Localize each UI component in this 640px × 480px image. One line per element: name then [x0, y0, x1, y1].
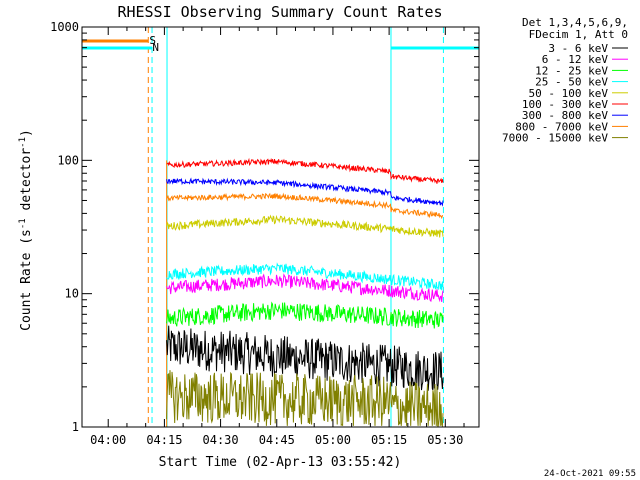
legend-label-5: 50 - 100 keV — [529, 87, 609, 100]
plot-frame — [81, 26, 480, 428]
y-tick-label-1: 10 — [65, 287, 79, 301]
legend: Det 1,3,4,5,6,9, FDecim 1, Att 0 3 - 6 k… — [502, 16, 628, 145]
legend-label-4: 25 - 50 keV — [535, 76, 608, 89]
x-tick-label-3: 04:45 — [259, 433, 295, 447]
y-axis: 1 10 100 1000 — [50, 20, 479, 434]
x-axis-label: Start Time (02-Apr-13 03:55:42) — [159, 455, 402, 470]
series-line-5 — [166, 214, 444, 238]
series-line-8 — [166, 192, 444, 220]
series-line-2 — [166, 273, 444, 303]
y-axis-label-end: ) — [19, 129, 34, 137]
legend-label-8: 800 - 7000 keV — [515, 120, 608, 133]
y-axis-label-mid: detector — [19, 148, 34, 219]
series-line-4 — [166, 262, 444, 291]
y-axis-label-main: Count Rate (s — [19, 229, 34, 331]
series-line-3 — [166, 301, 444, 329]
legend-label-3: 12 - 25 keV — [535, 64, 608, 77]
x-tick-label-1: 04:15 — [146, 433, 182, 447]
x-tick-label-4: 05:00 — [315, 433, 351, 447]
x-tick-label-0: 04:00 — [90, 433, 126, 447]
y-tick-label-3: 1000 — [50, 20, 79, 34]
y-axis-label-sup2: -1 — [18, 137, 28, 148]
plot-area: SN — [81, 27, 479, 428]
legend-header-line-2: FDecim 1, Att 0 — [529, 28, 628, 41]
legend-label-9: 7000 - 15000 keV — [502, 132, 608, 145]
chart-title: RHESSI Observing Summary Count Rates — [117, 3, 442, 21]
x-tick-label-2: 04:30 — [203, 433, 239, 447]
y-tick-label-2: 100 — [57, 153, 79, 167]
legend-label-1: 3 - 6 keV — [548, 42, 608, 55]
legend-label-2: 6 - 12 keV — [542, 53, 609, 66]
generation-timestamp: 24-Oct-2021 09:55 — [544, 469, 636, 479]
series-line-6 — [166, 157, 444, 184]
x-tick-label-6: 05:30 — [427, 433, 463, 447]
y-axis-label-sup1: -1 — [18, 218, 28, 229]
y-axis-label: Count Rate (s-1 detector-1) — [18, 129, 34, 331]
series-line-9 — [166, 370, 444, 428]
series-line-7 — [166, 177, 444, 207]
svg-text:Count Rate (s-1 detector-1): Count Rate (s-1 detector-1) — [18, 129, 34, 331]
y-tick-label-0: 1 — [72, 420, 79, 434]
series-line-1 — [166, 325, 444, 391]
marker-label-s: S — [149, 34, 156, 47]
legend-header-line-1: Det 1,3,4,5,6,9, — [522, 16, 628, 29]
x-tick-label-5: 05:15 — [371, 433, 407, 447]
legend-label-7: 300 - 800 keV — [522, 109, 608, 122]
marker-label-n: N — [152, 41, 159, 54]
x-axis: 04:00 04:15 04:30 04:45 05:00 05:15 05:30 — [90, 27, 465, 447]
legend-label-6: 100 - 300 keV — [522, 98, 608, 111]
